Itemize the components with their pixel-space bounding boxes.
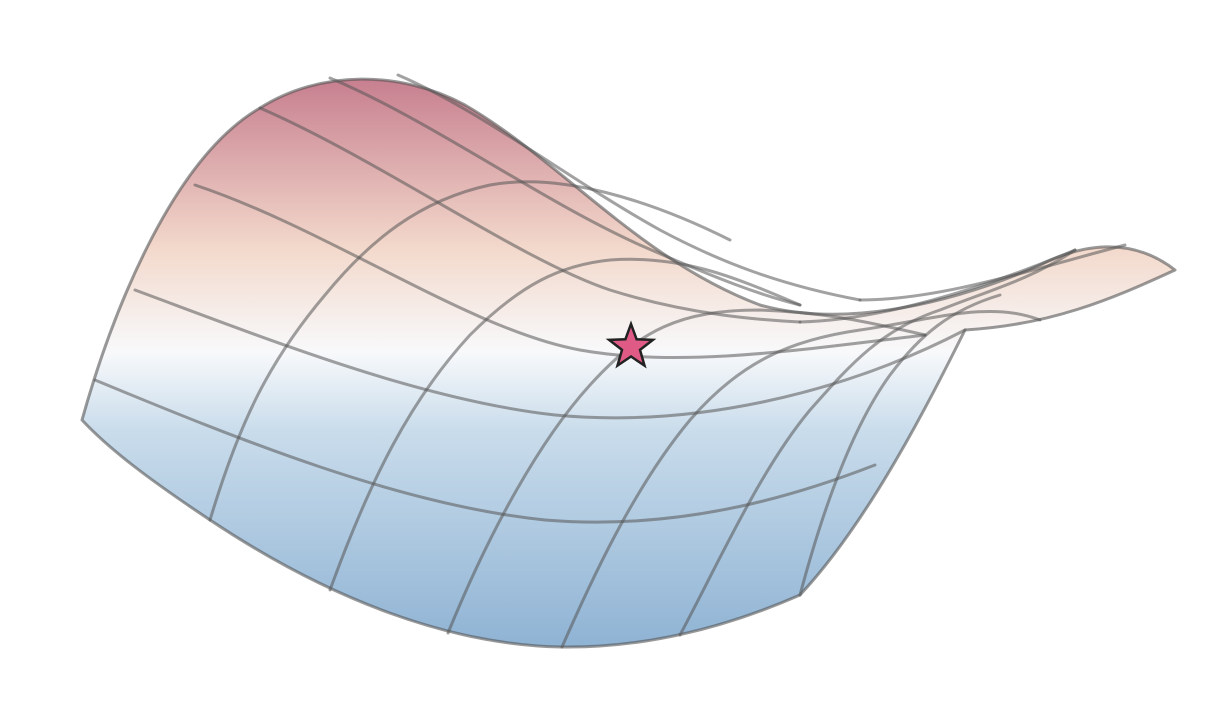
surface-grid-u — [93, 73, 1127, 524]
grid-line-v-6 — [798, 293, 1002, 597]
grid-line-v-4 — [560, 309, 1042, 649]
grid-line-u-6 — [396, 73, 862, 302]
grid-line-u-1 — [258, 106, 802, 324]
surface-grid-v — [208, 180, 1077, 649]
grid-line-u-4 — [93, 378, 877, 524]
saddle-outline — [80, 77, 1177, 649]
star-icon — [605, 320, 657, 369]
grid-line-v-3 — [446, 308, 927, 635]
saddle-right-hump-shading — [760, 246, 1175, 595]
grid-line-v-1 — [208, 180, 732, 522]
grid-line-u-5 — [328, 76, 802, 307]
grid-line-v-2 — [328, 257, 802, 592]
grid-line-v-5 — [678, 248, 1077, 637]
saddle-surface — [82, 79, 1175, 648]
grid-line-u-8 — [858, 243, 1127, 302]
grid-line-u-2 — [193, 183, 927, 360]
